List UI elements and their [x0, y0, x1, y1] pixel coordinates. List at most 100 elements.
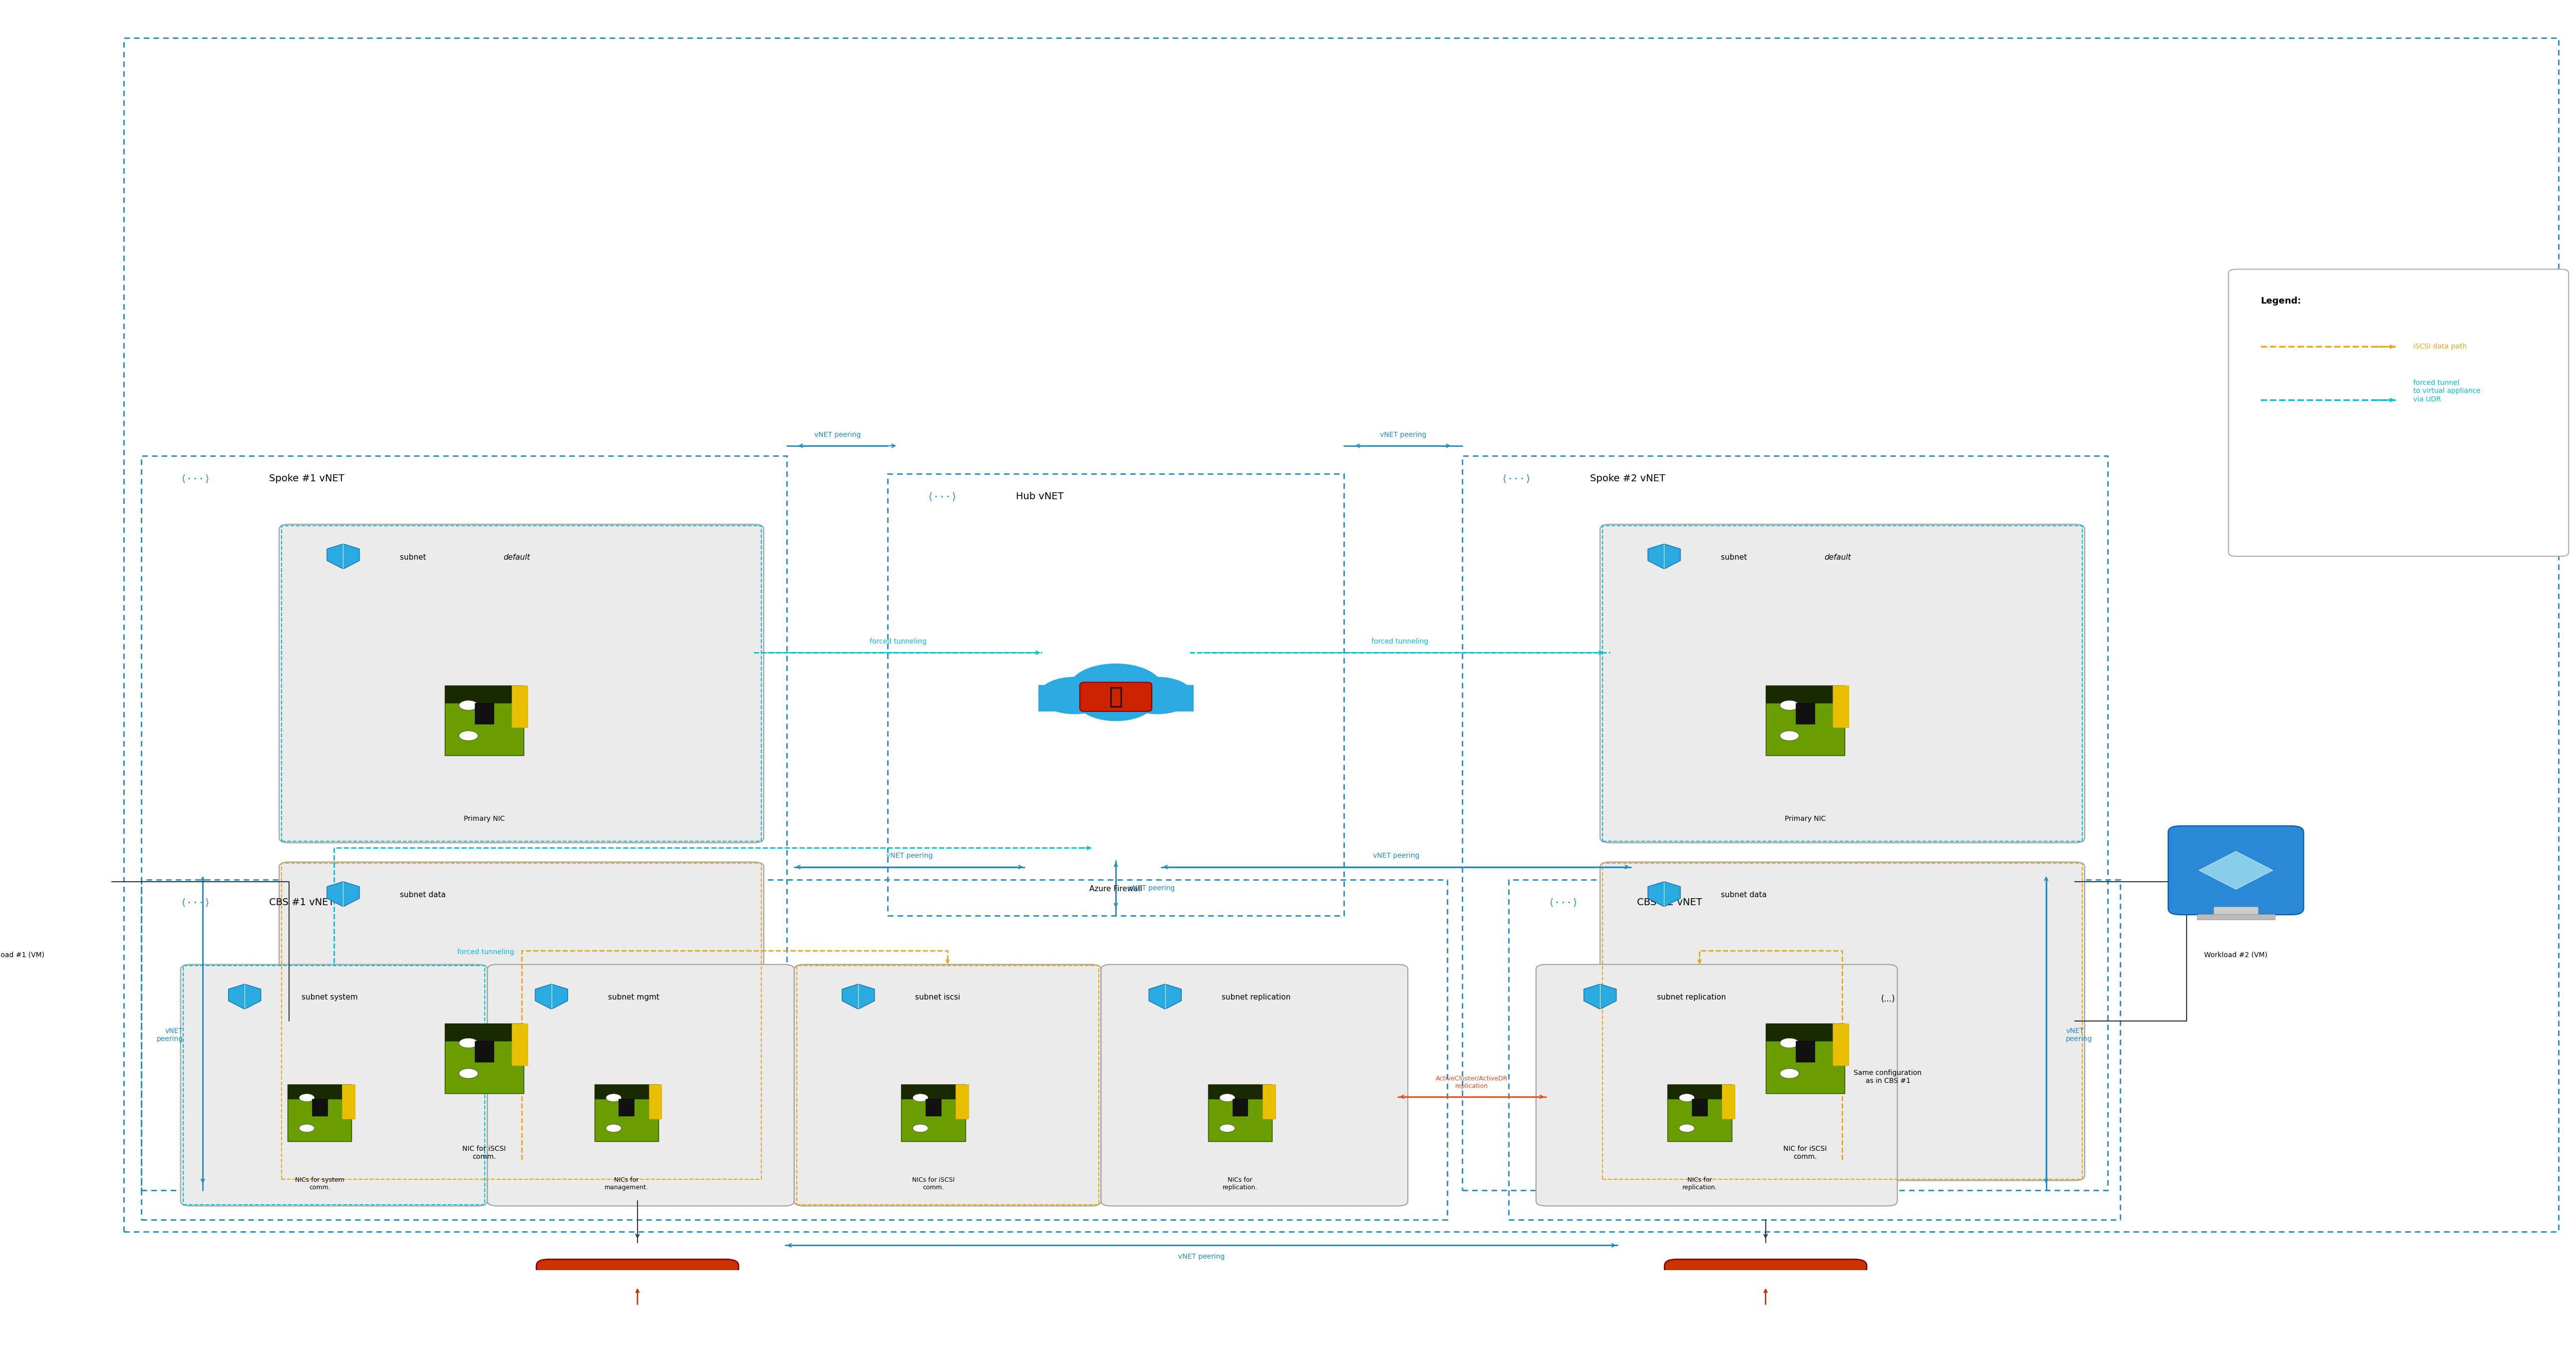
- Bar: [1602, 864, 2081, 1179]
- Text: default: default: [1824, 553, 1852, 561]
- Bar: [1038, 685, 1193, 711]
- Bar: [281, 864, 762, 1179]
- Text: vNET peering: vNET peering: [886, 853, 933, 859]
- Text: vNET
peering: vNET peering: [2066, 1027, 2092, 1042]
- Circle shape: [1780, 731, 1798, 741]
- Text: subnet data: subnet data: [399, 891, 446, 899]
- Circle shape: [611, 1275, 665, 1302]
- Bar: [1510, 880, 2120, 1220]
- FancyBboxPatch shape: [1100, 964, 1409, 1205]
- Text: CBS #2 vNET: CBS #2 vNET: [1636, 898, 1703, 907]
- Bar: [446, 1023, 523, 1041]
- FancyBboxPatch shape: [1079, 682, 1151, 711]
- Text: subnet: subnet: [1721, 553, 1752, 561]
- Text: ⬡: ⬡: [340, 553, 348, 561]
- Circle shape: [1770, 1282, 1811, 1303]
- Text: Legend:: Legend:: [2262, 297, 2300, 305]
- Text: Hub vNET: Hub vNET: [1015, 492, 1064, 501]
- Text: ⬡: ⬡: [340, 891, 348, 899]
- Bar: [925, 1099, 940, 1115]
- Circle shape: [1780, 700, 1798, 710]
- Bar: [1765, 685, 1844, 756]
- Bar: [1765, 685, 1844, 703]
- Text: ⬡: ⬡: [549, 993, 556, 1002]
- Circle shape: [1739, 1275, 1790, 1302]
- Text: (...): (...): [1880, 994, 1896, 1004]
- Text: 🔥: 🔥: [1108, 686, 1123, 708]
- Bar: [2197, 914, 2275, 919]
- Bar: [618, 1099, 634, 1115]
- Circle shape: [616, 1287, 659, 1309]
- Bar: [183, 966, 484, 1205]
- Bar: [595, 1084, 659, 1141]
- Circle shape: [1121, 677, 1193, 714]
- FancyBboxPatch shape: [0, 825, 80, 915]
- Circle shape: [1077, 681, 1154, 720]
- Circle shape: [1780, 1069, 1798, 1079]
- Bar: [1832, 685, 1850, 727]
- Bar: [289, 1084, 353, 1099]
- FancyBboxPatch shape: [536, 1260, 739, 1321]
- Bar: [1795, 703, 1814, 725]
- Text: NICs for
replication.: NICs for replication.: [1682, 1177, 1718, 1190]
- Text: ⟨···⟩: ⟨···⟩: [1548, 898, 1579, 907]
- Polygon shape: [327, 881, 361, 907]
- FancyBboxPatch shape: [793, 964, 1100, 1205]
- Bar: [142, 880, 1448, 1220]
- Circle shape: [1069, 663, 1162, 711]
- Bar: [902, 1084, 966, 1099]
- Text: NIC for iSCSI
comm.: NIC for iSCSI comm.: [1783, 1145, 1826, 1160]
- Polygon shape: [2200, 851, 2272, 889]
- Text: NICs for system
comm.: NICs for system comm.: [296, 1177, 345, 1190]
- Circle shape: [459, 731, 479, 741]
- Bar: [1832, 1023, 1850, 1065]
- Bar: [446, 1023, 523, 1094]
- Text: subnet: subnet: [399, 553, 430, 561]
- Text: default: default: [502, 553, 531, 561]
- Text: NICs for iSCSI
comm.: NICs for iSCSI comm.: [912, 1177, 956, 1190]
- Text: vNET peering: vNET peering: [1128, 884, 1175, 892]
- Polygon shape: [1584, 985, 1615, 1009]
- Text: forced tunneling: forced tunneling: [456, 948, 515, 956]
- Polygon shape: [327, 543, 361, 569]
- Bar: [595, 1084, 659, 1099]
- Circle shape: [590, 1282, 631, 1303]
- FancyBboxPatch shape: [278, 862, 762, 1181]
- Bar: [281, 526, 762, 842]
- Bar: [474, 703, 495, 725]
- Bar: [513, 1023, 528, 1065]
- FancyBboxPatch shape: [1664, 1260, 1868, 1321]
- Circle shape: [459, 700, 479, 710]
- Bar: [796, 966, 1097, 1205]
- Text: ⬡: ⬡: [1659, 553, 1669, 561]
- FancyBboxPatch shape: [278, 524, 762, 843]
- Circle shape: [1218, 1094, 1234, 1102]
- Text: forced tunneling: forced tunneling: [871, 637, 927, 646]
- Bar: [902, 1084, 966, 1141]
- FancyBboxPatch shape: [1600, 862, 2084, 1181]
- Bar: [1602, 526, 2081, 842]
- FancyBboxPatch shape: [2228, 270, 2568, 556]
- Text: ⬡: ⬡: [1597, 993, 1605, 1002]
- Text: subnet system: subnet system: [301, 994, 358, 1001]
- Text: vNET peering: vNET peering: [1381, 432, 1427, 439]
- Text: Azure Firewall: Azure Firewall: [1090, 885, 1141, 892]
- Text: NICs for
management.: NICs for management.: [605, 1177, 649, 1190]
- Text: Same configuration
as in CBS #1: Same configuration as in CBS #1: [1855, 1069, 1922, 1084]
- Bar: [1231, 1099, 1247, 1115]
- Bar: [289, 1084, 353, 1141]
- Bar: [142, 456, 786, 1190]
- Circle shape: [299, 1124, 314, 1132]
- FancyBboxPatch shape: [2169, 825, 2303, 915]
- Bar: [1463, 456, 2107, 1190]
- Text: ⬡: ⬡: [1162, 993, 1170, 1002]
- Bar: [1262, 1084, 1275, 1118]
- Polygon shape: [842, 985, 873, 1009]
- Circle shape: [1744, 1287, 1788, 1309]
- Circle shape: [1680, 1124, 1695, 1132]
- Bar: [956, 1084, 969, 1118]
- Circle shape: [912, 1094, 927, 1102]
- Circle shape: [605, 1124, 621, 1132]
- FancyBboxPatch shape: [1535, 964, 1899, 1205]
- Text: Workload #1 (VM): Workload #1 (VM): [0, 952, 44, 959]
